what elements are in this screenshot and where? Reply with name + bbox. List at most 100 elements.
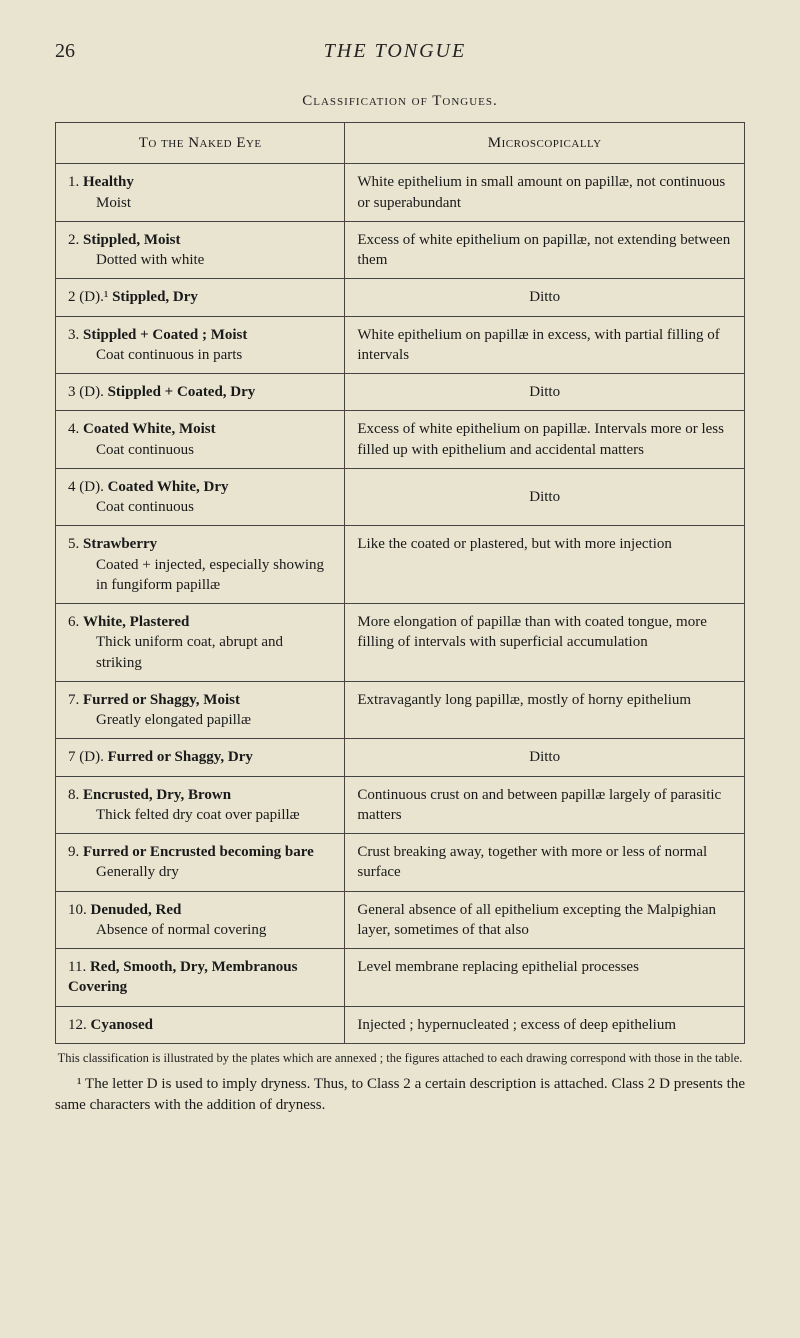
footnote-paragraph: ¹ The letter D is used to imply dryness.… <box>55 1074 745 1116</box>
entry-sub: Coat continuous in parts <box>68 345 332 365</box>
cell-left: 8. Encrusted, Dry, Brown Thick felted dry… <box>56 776 345 834</box>
cell-left: 6. White, PlasteredThick uniform coat, a… <box>56 604 345 682</box>
entry-main: Denuded, Red <box>91 902 182 918</box>
cell-right: Like the coated or plastered, but with m… <box>345 526 745 604</box>
cell-right: Injected ; hypernucleated ; excess of de… <box>345 1006 745 1043</box>
cell-left: 2. Stippled, Moist Dotted with white <box>56 221 345 279</box>
entry-number: 2. <box>68 232 83 248</box>
cell-left: 2 (D).¹ Stippled, Dry <box>56 279 345 316</box>
header-left: To the Naked Eye <box>56 123 345 164</box>
table-row: 2 (D).¹ Stippled, DryDitto <box>56 279 745 316</box>
entry-sub: Moist <box>68 193 332 213</box>
entry-number: 2 (D).¹ <box>68 289 112 305</box>
entry-main: Encrusted, Dry, Brown <box>83 787 231 803</box>
entry-main: Coated White, Moist <box>83 421 216 437</box>
entry-number: 11. <box>68 959 90 975</box>
cell-left: 7. Furred or Shaggy, Moist Greatly elonga… <box>56 681 345 739</box>
entry-sub: Coat continuous <box>68 497 332 517</box>
cell-right: Level membrane replacing epithelial proc… <box>345 949 745 1007</box>
table-row: 4 (D). Coated White, Dry Coat continuous D… <box>56 468 745 526</box>
entry-number: 9. <box>68 844 83 860</box>
entry-main: Healthy <box>83 174 134 190</box>
cell-left: 4. Coated White, Moist Coat continuous <box>56 411 345 469</box>
entry-number: 4 (D). <box>68 479 108 495</box>
entry-main: Coated White, Dry <box>108 479 229 495</box>
cell-right: Excess of white epithelium on papillæ, n… <box>345 221 745 279</box>
table-row: 5. Strawberry Coated + injected, especial… <box>56 526 745 604</box>
table-row: 9. Furred or Encrusted becoming bare Gene… <box>56 834 745 892</box>
table-row: 10. Denuded, Red Absence of normal coveri… <box>56 891 745 949</box>
entry-main: Stippled + Coated, Dry <box>108 384 256 400</box>
cell-right: Ditto <box>345 279 745 316</box>
table-row: 12. CyanosedInjected ; hypernucleated ; … <box>56 1006 745 1043</box>
footnote-caption: This classification is illustrated by th… <box>55 1050 745 1066</box>
cell-left: 10. Denuded, Red Absence of normal coveri… <box>56 891 345 949</box>
table-row: 1. Healthy Moist White epithelium in small… <box>56 164 745 222</box>
entry-number: 3 (D). <box>68 384 108 400</box>
cell-left: 7 (D). Furred or Shaggy, Dry <box>56 739 345 776</box>
entry-sub: Absence of normal covering <box>68 920 332 940</box>
cell-right: Ditto <box>345 468 745 526</box>
cell-left: 1. Healthy Moist <box>56 164 345 222</box>
entry-number: 7 (D). <box>68 749 108 765</box>
cell-right: Ditto <box>345 374 745 411</box>
cell-left: 3. Stippled + Coated ; Moist Coat continu… <box>56 316 345 374</box>
entry-sub: Coated + injected, especially showing in… <box>68 555 332 596</box>
entry-number: 12. <box>68 1017 91 1033</box>
cell-left: 3 (D). Stippled + Coated, Dry <box>56 374 345 411</box>
table-row: 11. Red, Smooth, Dry, Membranous Coverin… <box>56 949 745 1007</box>
entry-sub: Coat continuous <box>68 440 332 460</box>
table-row: 3 (D). Stippled + Coated, DryDitto <box>56 374 745 411</box>
cell-right: More elongation of papillæ than with coa… <box>345 604 745 682</box>
entry-number: 10. <box>68 902 91 918</box>
entry-number: 4. <box>68 421 83 437</box>
entry-number: 7. <box>68 692 83 708</box>
entry-number: 8. <box>68 787 83 803</box>
entry-main: Strawberry <box>83 536 157 552</box>
table-row: 6. White, PlasteredThick uniform coat, a… <box>56 604 745 682</box>
cell-right: Continuous crust on and between papillæ … <box>345 776 745 834</box>
cell-right: White epithelium in small amount on papi… <box>345 164 745 222</box>
cell-left: 4 (D). Coated White, Dry Coat continuous <box>56 468 345 526</box>
table-row: 2. Stippled, Moist Dotted with white Exces… <box>56 221 745 279</box>
entry-main: Stippled + Coated ; Moist <box>83 327 247 343</box>
cell-right: White epithelium on papillæ in excess, w… <box>345 316 745 374</box>
entry-sub: Thick felted dry coat over papillæ <box>68 805 332 825</box>
entry-sub: Greatly elongated papillæ <box>68 710 332 730</box>
page-container: 26 THE TONGUE Classification of Tongues.… <box>0 0 800 1146</box>
entry-number: 6. <box>68 614 83 630</box>
cell-left: 11. Red, Smooth, Dry, Membranous Coverin… <box>56 949 345 1007</box>
entry-main: Furred or Shaggy, Dry <box>108 749 253 765</box>
cell-left: 5. Strawberry Coated + injected, especial… <box>56 526 345 604</box>
table-row: 7 (D). Furred or Shaggy, DryDitto <box>56 739 745 776</box>
entry-number: 1. <box>68 174 83 190</box>
entry-main: Cyanosed <box>91 1017 154 1033</box>
entry-main: Stippled, Dry <box>112 289 198 305</box>
entry-number: 3. <box>68 327 83 343</box>
table-row: 8. Encrusted, Dry, Brown Thick felted dry… <box>56 776 745 834</box>
section-title: Classification of Tongues. <box>55 93 745 110</box>
table-header-row: To the Naked Eye Microscopically <box>56 123 745 164</box>
entry-number: 5. <box>68 536 83 552</box>
cell-right: General absence of all epithelium except… <box>345 891 745 949</box>
cell-right: Crust breaking away, together with more … <box>345 834 745 892</box>
entry-main: Furred or Encrusted becoming bare <box>83 844 314 860</box>
cell-left: 12. Cyanosed <box>56 1006 345 1043</box>
cell-right: Excess of white epithelium on papillæ. I… <box>345 411 745 469</box>
book-title: THE TONGUE <box>45 40 745 63</box>
page-header: 26 THE TONGUE <box>55 40 745 63</box>
entry-main: Furred or Shaggy, Moist <box>83 692 240 708</box>
table-row: 3. Stippled + Coated ; Moist Coat continu… <box>56 316 745 374</box>
cell-left: 9. Furred or Encrusted becoming bare Gene… <box>56 834 345 892</box>
table-row: 4. Coated White, Moist Coat continuous Exc… <box>56 411 745 469</box>
header-right: Microscopically <box>345 123 745 164</box>
entry-sub: Generally dry <box>68 862 332 882</box>
entry-sub: Dotted with white <box>68 250 332 270</box>
entry-main: Stippled, Moist <box>83 232 181 248</box>
entry-main: Red, Smooth, Dry, Membranous Covering <box>68 959 297 995</box>
cell-right: Ditto <box>345 739 745 776</box>
entry-main: White, Plastered <box>83 614 189 630</box>
cell-right: Extravagantly long papillæ, mostly of ho… <box>345 681 745 739</box>
table-row: 7. Furred or Shaggy, Moist Greatly elonga… <box>56 681 745 739</box>
classification-table: To the Naked Eye Microscopically 1. Heal… <box>55 122 745 1044</box>
